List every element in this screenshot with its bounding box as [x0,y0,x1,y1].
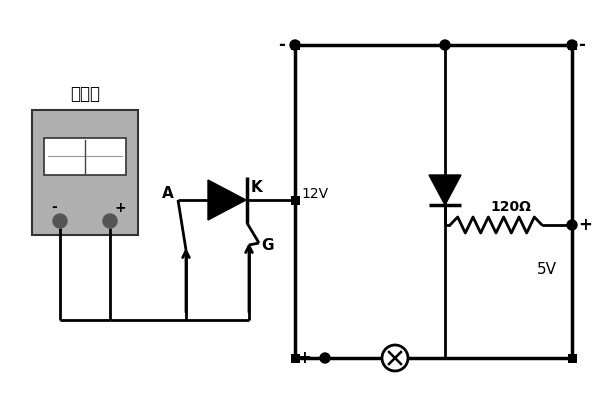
Bar [290,196,299,204]
Text: +: + [297,349,311,367]
Polygon shape [429,175,461,205]
Text: 120Ω: 120Ω [491,200,532,214]
Text: -: - [278,36,285,54]
Bar [568,354,577,362]
Bar [290,40,299,50]
Text: -: - [578,36,585,54]
Circle shape [320,353,330,363]
Circle shape [103,214,117,228]
Circle shape [53,214,67,228]
Bar [44,138,126,175]
Text: +: + [114,200,126,214]
Circle shape [290,40,300,50]
Circle shape [440,40,450,50]
Text: G: G [261,238,274,252]
Circle shape [567,220,577,230]
Bar [568,40,577,50]
Text: 12V: 12V [301,187,328,201]
Text: K: K [251,180,263,196]
Bar [32,110,138,235]
Text: 万用表: 万用表 [70,85,100,103]
Text: A: A [162,186,174,202]
Circle shape [382,345,408,371]
Circle shape [567,40,577,50]
Bar [290,354,299,362]
Text: +: + [578,216,592,234]
Polygon shape [208,180,246,220]
Text: -: - [51,200,57,214]
Text: 5V: 5V [537,262,557,278]
